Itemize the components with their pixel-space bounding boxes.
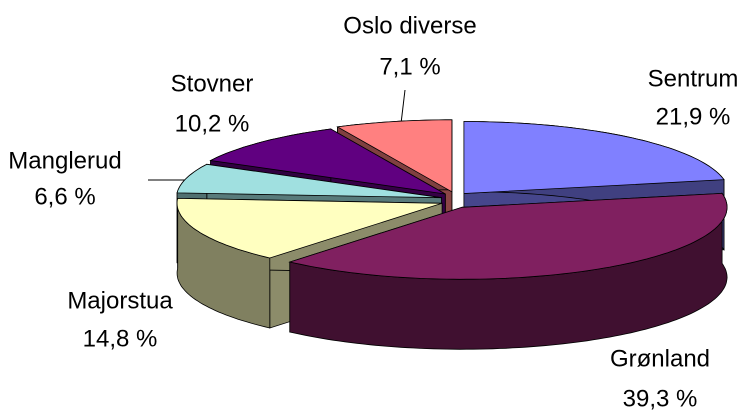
slice-label: Majorstua: [67, 287, 173, 314]
slice: [288, 192, 728, 280]
slice: [336, 119, 453, 193]
slice-value-label: 21,9 %: [656, 103, 731, 130]
slice: [463, 121, 725, 194]
slice-label: Stovner: [171, 70, 254, 97]
slice-value-label: 7,1 %: [379, 53, 440, 80]
slice-value-label: 6,6 %: [34, 183, 95, 210]
slice-value-label: 14,8 %: [83, 325, 158, 352]
slice: [209, 128, 446, 195]
slice-label: Sentrum: [648, 65, 739, 92]
slice-label: Oslo diverse: [343, 12, 476, 39]
slice: [176, 163, 442, 199]
slice-label: Grønland: [610, 345, 710, 372]
slice-value-label: 10,2 %: [175, 110, 250, 137]
slice-label: Manglerud: [8, 147, 121, 174]
slice-value-label: 39,3 %: [623, 385, 698, 412]
slice: [176, 197, 443, 259]
